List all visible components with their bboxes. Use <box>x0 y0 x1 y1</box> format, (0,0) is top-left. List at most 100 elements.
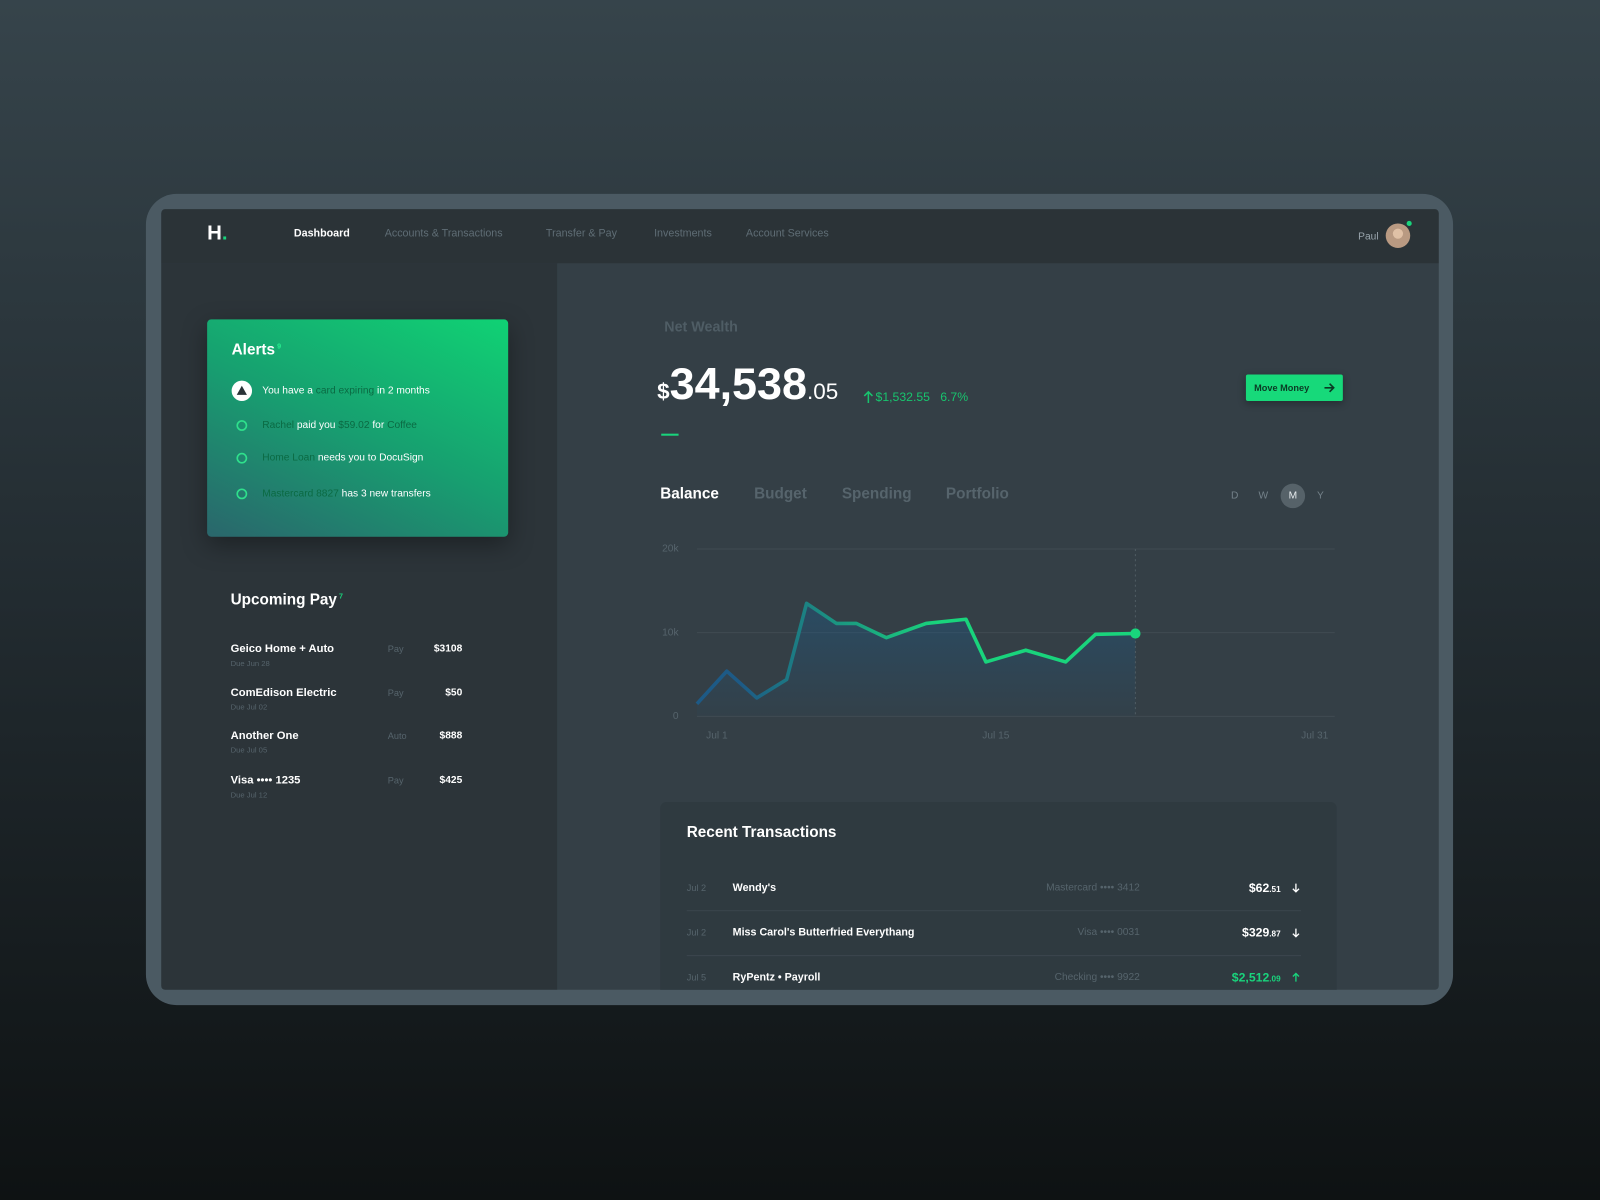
txn-merchant[interactable]: Miss Carol's Butterfried Everythang <box>732 926 915 939</box>
wealth-underline <box>661 433 679 436</box>
bill-due: Due Jul 05 <box>230 745 268 755</box>
arrow <box>1292 928 1300 938</box>
tab[interactable]: Budget <box>754 485 807 503</box>
logo-letter: H <box>207 221 222 245</box>
change-amount: $1,532.55 <box>875 389 930 405</box>
nav-item[interactable]: Investments <box>654 227 712 240</box>
alert-item[interactable]: You have a card expiring in 2 months <box>262 385 430 396</box>
arrow <box>1292 972 1300 982</box>
net-wealth-change: $1,532.55 6.7% <box>876 390 969 404</box>
alerts-card: Alerts 9 You have a card expiring in 2 mon… <box>207 319 509 537</box>
x-tick-label: Jul 15 <box>982 730 1010 741</box>
alert-text: paid you <box>294 419 339 432</box>
avatar-face <box>1392 228 1404 239</box>
area <box>696 603 1136 717</box>
direction-arrow <box>1292 928 1300 938</box>
icon-glyph <box>236 385 247 395</box>
alert-item[interactable]: Mastercard 8827 has 3 new transfers <box>262 488 430 499</box>
txn-account: Visa •••• 0031 <box>1077 927 1140 939</box>
upcoming-count: 7 <box>338 593 343 601</box>
nav-item[interactable]: Account Services <box>745 227 829 240</box>
bill-method: Pay <box>387 687 404 698</box>
nav-item[interactable]: Transfer & Pay <box>545 227 617 240</box>
bill-due: Due Jun 28 <box>230 658 270 668</box>
title-text: Upcoming Pay <box>230 591 337 609</box>
alert-icon <box>236 420 248 431</box>
net-wealth-label: Net Wealth <box>664 318 738 335</box>
alert-icon <box>231 380 253 402</box>
txn-amount: $329.87 <box>1242 923 1281 941</box>
nav-item[interactable]: Accounts & Transactions <box>384 227 503 240</box>
move-money-button[interactable]: Move Money <box>1245 374 1343 402</box>
arrow <box>1292 883 1300 893</box>
bill-amount: $50 <box>445 687 463 699</box>
bill-method: Pay <box>387 643 404 655</box>
bill-method: Pay <box>387 775 404 786</box>
bill-amount: $888 <box>439 730 463 742</box>
alert-highlight: $59.02 <box>338 419 370 432</box>
user-name[interactable]: Paul <box>1358 231 1379 243</box>
x-tick-label: Jul 1 <box>706 730 728 741</box>
txn-account: Checking •••• 9922 <box>1054 971 1140 984</box>
txn-date: Jul 5 <box>686 972 707 983</box>
txn-amount: $2,512.09 <box>1232 968 1281 986</box>
amount: $62 <box>1248 880 1270 895</box>
whole: 34,538 <box>669 359 807 410</box>
alert-highlight: Coffee <box>387 419 417 432</box>
icon-bg <box>236 420 248 431</box>
tab[interactable]: Spending <box>841 485 912 503</box>
bill-amount: $3108 <box>433 643 463 655</box>
alert-text: needs you to DocuSign <box>315 452 424 464</box>
cents: .51 <box>1269 884 1281 894</box>
nav-bar <box>161 209 1439 264</box>
amount: $329 <box>1242 925 1270 940</box>
cents: .05 <box>806 378 839 405</box>
bill-name[interactable]: Visa •••• 1235 <box>230 774 301 787</box>
bill-amount: $425 <box>439 774 463 787</box>
bill-method: Auto <box>387 730 407 741</box>
txn-date: Jul 2 <box>686 927 707 938</box>
txn-date: Jul 2 <box>686 882 707 893</box>
txn-merchant[interactable]: RyPentz • Payroll <box>732 971 821 984</box>
tab[interactable]: Balance <box>660 485 719 503</box>
period[interactable]: W <box>1258 490 1269 502</box>
alert-text: for <box>369 419 388 432</box>
logo[interactable]: H. <box>207 222 227 245</box>
txn-amount: $62.51 <box>1249 879 1281 897</box>
bill-name[interactable]: Another One <box>230 729 299 742</box>
txn-account: Mastercard •••• 3412 <box>1046 882 1140 894</box>
arrow <box>1324 383 1335 393</box>
alert-item[interactable]: Home Loan needs you to DocuSign <box>262 453 423 464</box>
period-active-bg <box>1280 483 1306 509</box>
alert-highlight: Home Loan <box>262 452 316 464</box>
bill-name[interactable]: ComEdison Electric <box>230 686 337 699</box>
alert-item[interactable]: Rachel paid you $59.02 for Coffee <box>262 420 417 431</box>
currency: $ <box>657 378 670 405</box>
row-divider <box>686 910 1302 912</box>
logo-dot: . <box>221 221 228 245</box>
nav-item[interactable]: Dashboard <box>293 227 350 240</box>
alert-highlight: Mastercard 8827 <box>262 488 339 500</box>
tab[interactable]: Portfolio <box>945 485 1009 503</box>
alert-text: has 3 new transfers <box>338 488 431 500</box>
button-label: Move Money <box>1254 382 1310 393</box>
txn-merchant[interactable]: Wendy's <box>732 881 777 894</box>
alert-icon <box>236 488 248 500</box>
cents: .87 <box>1269 929 1281 939</box>
bill-name[interactable]: Geico Home + Auto <box>230 642 335 656</box>
period[interactable]: D <box>1231 490 1239 502</box>
period[interactable]: Y <box>1317 490 1324 502</box>
net-wealth-value: $34,538.05 <box>657 359 838 410</box>
upcoming-title: Upcoming Pay 7 <box>231 591 343 608</box>
direction-arrow <box>1292 972 1300 982</box>
icon-bg <box>236 488 248 500</box>
period[interactable]: M <box>1288 490 1298 502</box>
alert-text: in 2 months <box>374 385 430 397</box>
alert-highlight: Rachel <box>262 419 295 432</box>
y-tick-label: 0 <box>673 711 679 722</box>
change-arrow <box>863 390 873 404</box>
amount: $2,512 <box>1231 970 1270 985</box>
alert-text: You have a <box>262 385 316 397</box>
